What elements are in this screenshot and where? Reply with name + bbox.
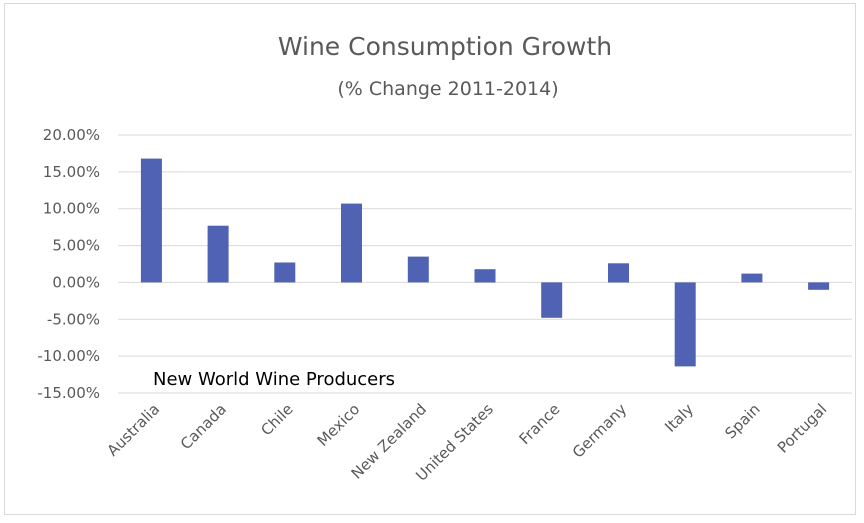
y-tick-label: 10.00% xyxy=(43,200,100,218)
x-tick-label: France xyxy=(516,400,564,448)
y-axis-ticks: 20.00% 15.00% 10.00% 5.00% 0.00% -5.00% -10.00… xyxy=(37,126,100,402)
y-tick-label: -15.00% xyxy=(37,384,100,402)
bar-canada xyxy=(207,225,229,283)
bars xyxy=(140,158,830,367)
bar-new-zealand xyxy=(407,256,429,283)
x-tick-label: Mexico xyxy=(314,400,364,450)
y-tick-label: 15.00% xyxy=(43,163,100,181)
chart-subtitle: (% Change 2011-2014) xyxy=(337,78,558,100)
y-tick-label: 5.00% xyxy=(52,237,100,255)
x-tick-label: Chile xyxy=(257,400,296,439)
bar-portugal xyxy=(808,282,830,290)
x-tick-label: Canada xyxy=(177,400,230,453)
y-tick-label: 20.00% xyxy=(43,126,100,144)
y-tick-label: -5.00% xyxy=(47,310,100,328)
bar-united-states xyxy=(474,269,496,283)
bar-australia xyxy=(140,158,162,283)
annotation-new-world: New World Wine Producers xyxy=(153,369,395,390)
bar-france xyxy=(541,282,563,318)
y-tick-label: 0.00% xyxy=(52,273,100,291)
x-tick-label: Italy xyxy=(661,400,697,436)
x-tick-label: Portugal xyxy=(774,400,831,457)
y-tick-label: -10.00% xyxy=(37,347,100,365)
chart-title: Wine Consumption Growth xyxy=(278,32,612,61)
x-tick-label: Spain xyxy=(721,400,763,442)
x-tick-label: Germany xyxy=(569,400,631,462)
bar-italy xyxy=(674,282,696,367)
bar-chile xyxy=(274,262,296,283)
bar-spain xyxy=(741,273,763,283)
bar-germany xyxy=(608,263,629,283)
bar-mexico xyxy=(341,203,362,283)
x-tick-label: Australia xyxy=(104,400,164,460)
